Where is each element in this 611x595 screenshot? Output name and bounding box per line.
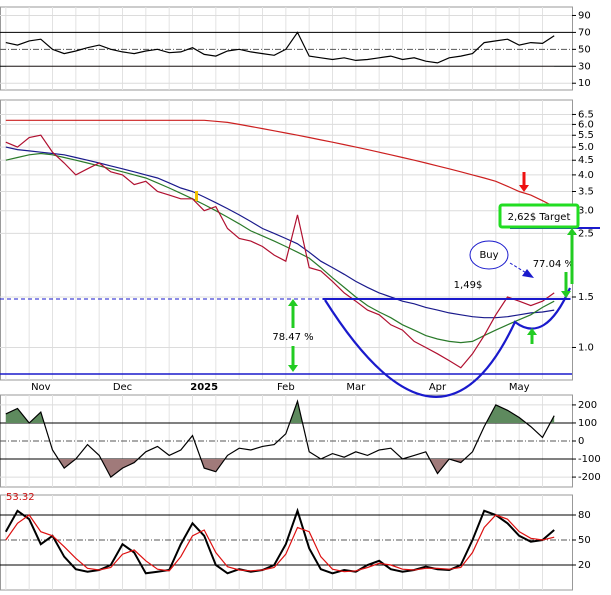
gain-label: 77.04 % — [533, 259, 574, 270]
y-tick-label: 0 — [578, 436, 584, 447]
y-tick-label: 30 — [578, 61, 591, 72]
y-tick-label: 80 — [578, 510, 591, 521]
panel-frame — [0, 6, 573, 91]
threshold-fill — [5, 401, 555, 423]
x-tick-label: May — [509, 382, 530, 393]
target-label: 2,62$ Target — [508, 212, 571, 223]
y-tick-label: 50 — [578, 535, 591, 546]
level-label: 1,49$ — [454, 280, 483, 291]
series-line — [5, 152, 555, 344]
y-tick-label: 50 — [578, 44, 591, 55]
x-tick-label: Mar — [346, 382, 366, 393]
arrow-head — [519, 185, 529, 192]
x-tick-label: 2025 — [190, 382, 218, 393]
arrow-head — [288, 299, 298, 306]
series-line — [5, 134, 555, 369]
y-tick-label: 5.5 — [578, 130, 594, 141]
y-tick-label: 70 — [578, 27, 591, 38]
series-line — [5, 146, 555, 319]
x-tick-label: Apr — [429, 382, 447, 393]
y-tick-label: 1.0 — [578, 342, 594, 353]
y-tick-label: 6.0 — [578, 119, 594, 130]
buy-ellipse — [469, 240, 509, 270]
threshold-fill — [5, 459, 555, 478]
y-tick-label: 6.5 — [578, 109, 594, 120]
y-tick-label: 1.5 — [578, 292, 594, 303]
series-line — [5, 31, 555, 64]
buy-label: Buy — [479, 250, 498, 261]
y-tick-label: 90 — [578, 10, 591, 21]
y-tick-label: -100 — [578, 454, 601, 465]
x-tick-label: Feb — [277, 382, 295, 393]
y-tick-label: 4.5 — [578, 155, 594, 166]
cup — [324, 287, 572, 398]
series-line — [5, 514, 555, 573]
arrow-head — [567, 228, 577, 235]
y-tick-label: 100 — [578, 418, 597, 429]
marker — [195, 191, 198, 201]
last-value: 53.32 — [6, 492, 35, 503]
x-tick-label: Nov — [31, 382, 51, 393]
y-tick-label: 2.5 — [578, 228, 594, 239]
arrow-head — [561, 291, 571, 298]
y-tick-label: 20 — [578, 560, 591, 571]
x-tick-label: Dec — [113, 382, 132, 393]
panel-frame — [0, 494, 573, 591]
series-line — [4, 507, 555, 575]
y-tick-label: 200 — [578, 400, 597, 411]
arrow-head — [288, 365, 298, 372]
gain-label: 78.47 % — [272, 332, 313, 343]
buy-arrow-head — [522, 269, 534, 278]
y-tick-label: 5.0 — [578, 142, 594, 153]
series-line — [5, 119, 555, 208]
y-tick-label: 3.0 — [578, 206, 594, 217]
y-tick-label: 3.5 — [578, 187, 594, 198]
y-tick-label: 10 — [578, 78, 591, 89]
arrow-head — [527, 328, 537, 335]
target-box — [498, 203, 580, 229]
series-line — [5, 399, 555, 479]
y-tick-label: -200 — [578, 472, 601, 483]
y-tick-label: 4.0 — [578, 170, 594, 181]
